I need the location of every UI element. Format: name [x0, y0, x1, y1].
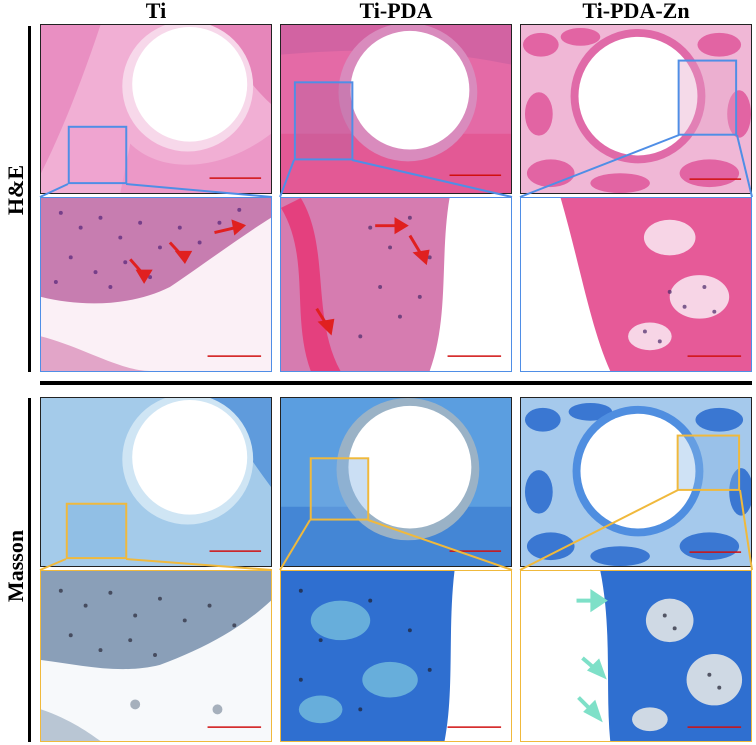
masson-row-bracket	[28, 398, 31, 742]
column-label-ti-pda: Ti-PDA	[359, 0, 433, 23]
he-ti-overview-image	[40, 24, 272, 194]
he-ti-pda-overview-image	[280, 24, 512, 194]
masson-ti-pda-zn-overview-image	[520, 397, 752, 567]
he-ti-pda-zn-overview-image	[520, 24, 752, 194]
column-label-ti: Ti	[145, 0, 167, 23]
masson-ti-pda-zn-magnified-image	[520, 570, 752, 742]
masson-ti-magnified-image	[40, 570, 272, 742]
row-label-masson: Masson	[3, 529, 28, 603]
section-divider	[40, 381, 752, 385]
he-row-bracket	[28, 26, 31, 372]
he-ti-pda-magnified-image	[280, 197, 512, 372]
column-label-ti-pda-zn: Ti-PDA-Zn	[582, 0, 690, 23]
row-label-he: H&E	[3, 164, 28, 216]
masson-ti-pda-magnified-image	[280, 570, 512, 742]
he-ti-pda-zn-magnified-image	[520, 197, 752, 372]
he-ti-magnified-image	[40, 197, 272, 372]
masson-ti-overview-image	[40, 397, 272, 567]
masson-ti-pda-overview-image	[280, 397, 512, 567]
